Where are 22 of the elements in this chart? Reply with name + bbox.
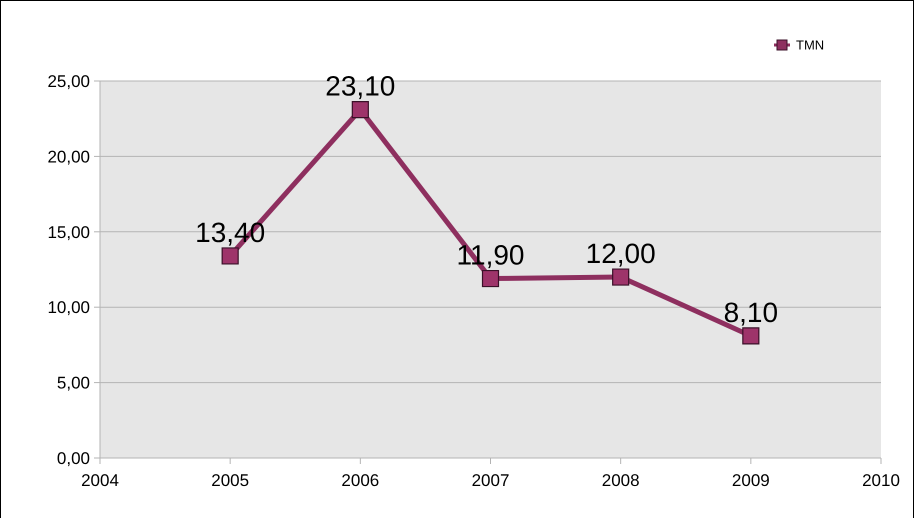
data-label: 8,10 bbox=[724, 296, 778, 328]
x-tick-label: 2006 bbox=[341, 471, 380, 490]
y-tick-label: 20,00 bbox=[47, 147, 90, 166]
y-tick-label: 10,00 bbox=[47, 298, 90, 318]
x-tick-label: 2008 bbox=[602, 471, 640, 490]
y-tick-label: 15,00 bbox=[47, 222, 90, 242]
x-tick-label: 2010 bbox=[862, 471, 900, 490]
x-tick-label: 2004 bbox=[81, 471, 119, 490]
point bbox=[612, 268, 630, 286]
x-tick-label: 2005 bbox=[211, 471, 250, 490]
y-tick-label: 0,00 bbox=[56, 448, 90, 468]
y-tick-label: 5,00 bbox=[56, 374, 90, 393]
data-label: 23,10 bbox=[325, 70, 396, 102]
x-tick-label: 2009 bbox=[732, 471, 770, 490]
point bbox=[222, 247, 239, 265]
point bbox=[742, 327, 760, 344]
y-tick-label: 25,00 bbox=[47, 72, 90, 91]
point bbox=[482, 270, 500, 288]
x-tick-label: 2007 bbox=[472, 471, 510, 490]
legend-label: TMN bbox=[796, 38, 824, 53]
data-label: 12,00 bbox=[586, 238, 656, 270]
point bbox=[352, 101, 369, 118]
